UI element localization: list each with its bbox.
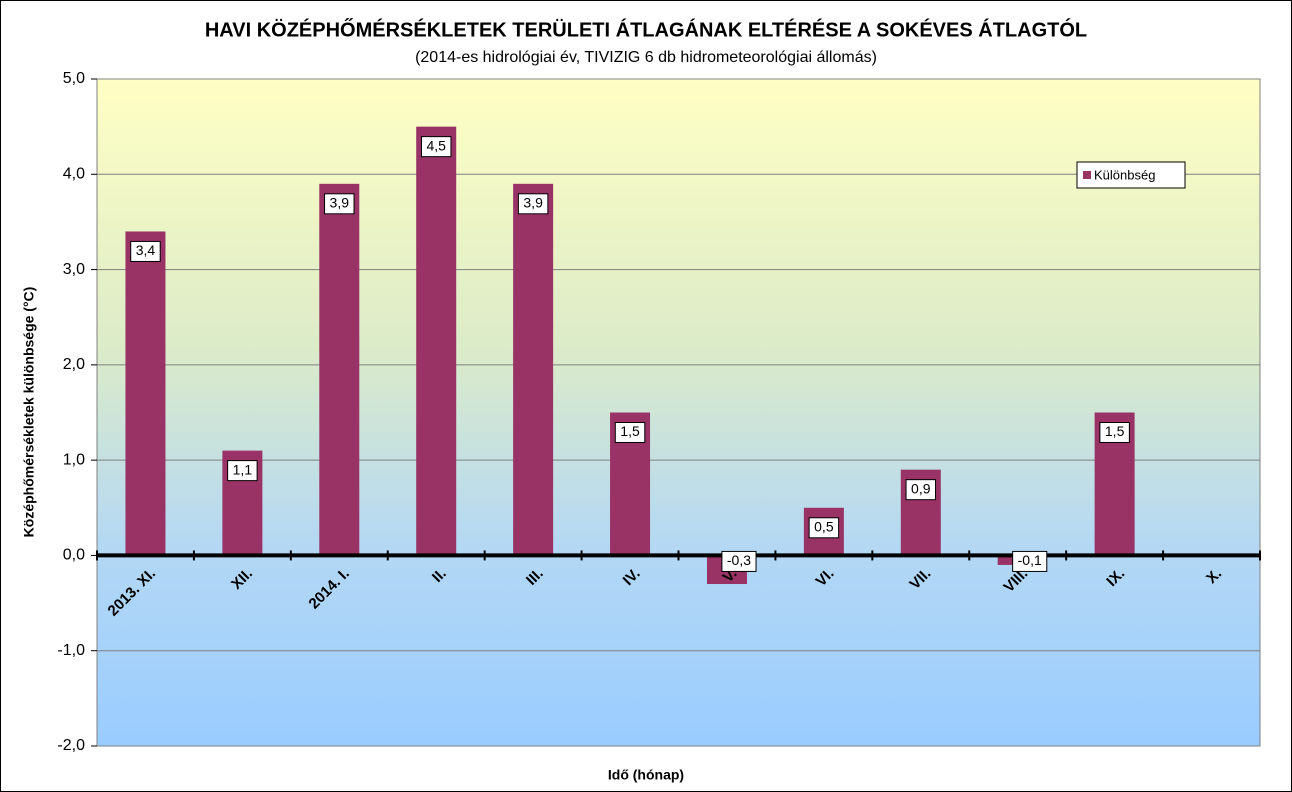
y-tick-label: 1,0 bbox=[63, 451, 85, 468]
data-label-box bbox=[1099, 422, 1130, 443]
bar bbox=[416, 126, 457, 556]
data-label: 3,9 bbox=[523, 195, 543, 211]
y-tick-label: -2,0 bbox=[57, 737, 85, 754]
y-axis-title: Középhőmérsékletek különbsége (°C) bbox=[21, 287, 37, 538]
data-label-box bbox=[905, 479, 937, 501]
legend-box bbox=[1076, 161, 1186, 189]
y-tick-label: 0,0 bbox=[63, 547, 85, 564]
data-label: 0,5 bbox=[814, 518, 834, 534]
data-label-box bbox=[721, 550, 757, 572]
y-tick-label: 5,0 bbox=[63, 70, 85, 87]
data-label-box bbox=[227, 460, 258, 482]
data-label-box bbox=[1012, 550, 1048, 572]
x-axis-title: Idő (hónap) bbox=[608, 767, 684, 783]
data-label: -0,1 bbox=[1018, 552, 1042, 568]
data-label: 3,9 bbox=[330, 195, 350, 211]
y-tick-label: 3,0 bbox=[63, 261, 85, 278]
data-label-box bbox=[614, 422, 646, 443]
plot-area bbox=[96, 78, 1261, 747]
y-tick-label: 2,0 bbox=[63, 356, 85, 373]
data-label: 4,5 bbox=[426, 137, 446, 153]
bar bbox=[513, 183, 554, 556]
data-label: 1,5 bbox=[1105, 423, 1125, 439]
data-label: 0,9 bbox=[911, 480, 931, 496]
chart-subtitle: (2014-es hidrológiai év, TIVIZIG 6 db hi… bbox=[415, 49, 877, 66]
data-label-box bbox=[130, 240, 161, 262]
y-tick-label: 4,0 bbox=[63, 166, 85, 183]
data-label: 1,5 bbox=[620, 423, 640, 439]
data-label: 3,4 bbox=[136, 242, 156, 258]
data-label: 1,1 bbox=[233, 461, 253, 477]
chart-title: HAVI KÖZÉPHŐMÉRSÉKLETEK TERÜLETI ÁTLAGÁN… bbox=[205, 17, 1087, 41]
data-label-box bbox=[420, 136, 452, 158]
data-label-box bbox=[808, 517, 840, 539]
bar bbox=[125, 231, 166, 556]
bar bbox=[319, 183, 360, 556]
data-label: -0,3 bbox=[727, 552, 751, 568]
legend-label: Különbség bbox=[1094, 167, 1155, 182]
y-tick-label: -1,0 bbox=[57, 642, 85, 659]
data-label-box bbox=[324, 193, 355, 215]
data-label-box bbox=[517, 193, 549, 215]
legend-swatch bbox=[1083, 171, 1091, 179]
